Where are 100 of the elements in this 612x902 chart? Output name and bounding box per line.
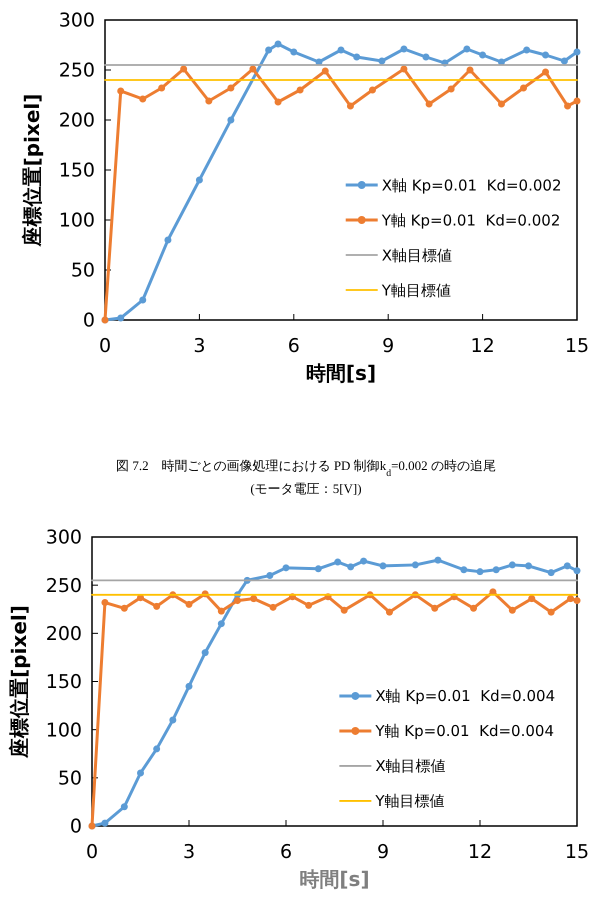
x-tick-label: 9 xyxy=(382,335,394,357)
point xyxy=(137,770,144,777)
point xyxy=(139,96,146,102)
point xyxy=(305,602,312,609)
x-tick-label: 6 xyxy=(280,841,292,863)
point xyxy=(574,98,580,104)
point xyxy=(334,558,342,566)
x-tick-label: 15 xyxy=(564,841,590,863)
point xyxy=(117,314,124,322)
point xyxy=(567,595,574,602)
point xyxy=(528,595,536,602)
text: (モータ電圧：5[V]) xyxy=(250,481,362,496)
point xyxy=(346,102,354,110)
point xyxy=(250,595,258,602)
y-tick-label: 100 xyxy=(58,210,95,232)
point xyxy=(205,98,212,104)
point xyxy=(542,52,550,58)
point xyxy=(564,102,572,110)
point xyxy=(542,68,550,76)
point xyxy=(153,745,160,752)
x-axis-title: 時間[s] xyxy=(299,867,370,891)
point xyxy=(426,100,433,108)
point xyxy=(520,84,528,92)
point xyxy=(548,569,555,576)
point xyxy=(290,48,298,56)
x-tick-label: 3 xyxy=(193,335,206,357)
point xyxy=(202,649,209,656)
y-axis-title: 座標位置[pixel] xyxy=(7,605,31,759)
point xyxy=(340,606,348,614)
point xyxy=(218,620,225,628)
y-tick-label: 300 xyxy=(58,10,95,32)
point xyxy=(492,566,500,574)
point xyxy=(153,602,160,610)
point xyxy=(218,608,225,615)
point xyxy=(368,86,376,94)
legend-label: X軸 Kp=0.01 Kd=0.004 xyxy=(375,687,556,706)
point xyxy=(400,66,408,72)
x-tick-label: 12 xyxy=(470,335,495,357)
point xyxy=(525,562,532,570)
point xyxy=(574,48,580,56)
x-tick-label: 6 xyxy=(288,335,300,357)
point xyxy=(548,608,555,616)
legend-label: Y軸 Kp=0.01 Kd=0.002 xyxy=(380,211,560,230)
x-tick-label: 3 xyxy=(182,841,196,863)
legend-label: X軸 Kp=0.01 Kd=0.002 xyxy=(382,176,562,194)
point xyxy=(169,716,176,724)
point xyxy=(274,98,282,106)
y-tick-label: 150 xyxy=(58,160,95,182)
x-tick-label: 0 xyxy=(98,335,112,357)
legend-label: X軸目標値 xyxy=(375,757,446,776)
point xyxy=(448,86,455,92)
legend-label: X軸目標値 xyxy=(382,246,452,264)
y-axis-title: 座標位置[pixel] xyxy=(20,94,44,248)
point xyxy=(560,58,568,64)
point xyxy=(296,86,304,94)
y-tick-label: 0 xyxy=(70,816,82,838)
point xyxy=(466,66,474,74)
point xyxy=(386,608,393,616)
point xyxy=(508,606,516,614)
legend-label: Y軸 Kp=0.01 Kd=0.004 xyxy=(374,722,554,740)
legend-label: Y軸目標値 xyxy=(380,281,451,300)
y-tick-label: 300 xyxy=(46,526,82,549)
point xyxy=(227,84,234,92)
x-tick-label: 15 xyxy=(564,335,590,357)
point xyxy=(380,562,386,570)
point xyxy=(158,84,166,92)
point xyxy=(164,236,172,244)
point xyxy=(479,52,486,58)
point xyxy=(523,46,530,54)
point xyxy=(101,599,108,606)
point xyxy=(574,567,580,574)
y-tick-label: 250 xyxy=(46,574,82,597)
point xyxy=(196,176,203,184)
point xyxy=(101,820,108,827)
point xyxy=(274,40,282,48)
y-tick-label: 250 xyxy=(58,60,95,82)
y-tick-label: 100 xyxy=(46,719,82,742)
point xyxy=(249,66,256,72)
y-tick-label: 200 xyxy=(46,622,82,645)
x-axis-title: 時間[s] xyxy=(306,361,376,385)
point xyxy=(180,66,188,72)
point xyxy=(265,46,272,54)
point xyxy=(120,604,128,612)
y-tick-label: 50 xyxy=(70,260,95,282)
point xyxy=(338,46,344,54)
point xyxy=(360,558,368,565)
point xyxy=(120,803,128,810)
y-tick-label: 0 xyxy=(82,310,95,332)
point xyxy=(460,566,468,574)
point xyxy=(574,597,580,604)
point xyxy=(266,572,274,580)
point xyxy=(314,565,322,572)
point xyxy=(186,600,192,608)
point xyxy=(347,563,354,570)
point xyxy=(282,564,290,572)
point xyxy=(476,568,484,576)
point xyxy=(422,54,430,60)
x-tick-label: 9 xyxy=(376,841,390,863)
y-tick-label: 50 xyxy=(58,767,82,790)
caption: 図 7.2 時間ごとの画像処理における PD 制御k$_{d}$=0.002 の時の追尾 xyxy=(116,458,496,478)
